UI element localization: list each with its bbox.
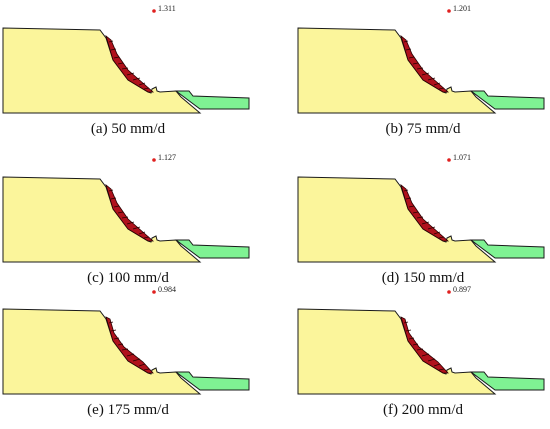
critical-center-d xyxy=(447,158,451,162)
slope-soil-f xyxy=(297,308,497,395)
slice-line-e-2 xyxy=(113,337,120,340)
slice-line-a-4 xyxy=(121,67,129,70)
toe-soil-b xyxy=(469,90,545,110)
slice-line-f-5 xyxy=(421,353,430,357)
slice-line-c-4 xyxy=(121,216,129,219)
slice-line-d-7 xyxy=(433,231,441,235)
slice-line-a-5 xyxy=(126,72,135,76)
panel-caption-f: (f) 200 mm/d xyxy=(383,402,463,418)
slice-line-f-1 xyxy=(405,329,412,332)
fos-label-d: 1.071 xyxy=(453,153,471,162)
slice-line-b-3 xyxy=(412,62,419,65)
slice-line-e-0 xyxy=(108,321,114,324)
fos-label-c: 1.127 xyxy=(158,153,176,162)
slope-section-e: 0.984 xyxy=(2,285,250,395)
critical-center-b xyxy=(447,9,451,13)
slice-line-b-6 xyxy=(427,77,436,81)
slice-line-b-5 xyxy=(421,72,430,76)
slice-line-d-1 xyxy=(405,197,412,200)
fos-label-a: 1.311 xyxy=(158,4,176,13)
slice-line-d-0 xyxy=(403,189,409,192)
slice-line-b-2 xyxy=(408,56,415,59)
panel-d: 1.071 (d) 150 mm/d xyxy=(297,153,548,297)
slice-line-b-7 xyxy=(433,82,441,86)
slice-line-b-4 xyxy=(416,67,424,70)
slice-line-a-8 xyxy=(143,87,150,90)
slice-line-e-1 xyxy=(110,329,117,332)
slope-section-a: 1.311 xyxy=(2,4,250,114)
slice-line-c-0 xyxy=(108,189,114,192)
slice-line-f-4 xyxy=(416,348,424,351)
slice-line-a-3 xyxy=(117,62,124,65)
slice-line-c-1 xyxy=(110,197,117,200)
slice-line-c-5 xyxy=(126,221,135,225)
slice-line-c-8 xyxy=(143,236,150,239)
slope-soil-b xyxy=(297,27,497,114)
slope-soil-a xyxy=(2,27,202,114)
slice-line-b-8 xyxy=(438,87,445,90)
panel-caption-c: (c) 100 mm/d xyxy=(87,270,169,286)
slice-line-f-6 xyxy=(427,358,436,362)
slice-line-e-5 xyxy=(126,353,135,357)
slice-line-c-6 xyxy=(132,226,141,230)
slice-line-a-1 xyxy=(110,48,117,51)
critical-center-f xyxy=(447,290,451,294)
slice-line-e-7 xyxy=(138,363,146,367)
panel-c: 1.127 (c) 100 mm/d xyxy=(2,153,253,297)
slope-soil-e xyxy=(2,308,202,395)
toe-soil-a xyxy=(174,90,250,110)
slice-line-e-3 xyxy=(117,343,124,346)
slice-line-a-7 xyxy=(138,82,146,86)
slope-section-d: 1.071 xyxy=(297,153,545,263)
slope-section-b: 1.201 xyxy=(297,4,545,114)
panel-caption-d: (d) 150 mm/d xyxy=(381,270,465,286)
slice-line-f-3 xyxy=(412,343,419,346)
panel-b: 1.201 (b) 75 mm/d xyxy=(297,4,548,148)
slice-line-e-4 xyxy=(121,348,129,351)
fos-label-f: 0.897 xyxy=(453,285,471,294)
toe-soil-f xyxy=(469,371,545,391)
slice-line-b-0 xyxy=(403,40,409,43)
panel-f: 0.897 (f) 200 mm/d xyxy=(297,285,548,429)
toe-soil-e xyxy=(174,371,250,391)
slope-section-f: 0.897 xyxy=(297,285,545,395)
slice-line-d-2 xyxy=(408,205,415,208)
slice-line-f-8 xyxy=(438,368,445,371)
slice-line-f-2 xyxy=(408,337,415,340)
slice-line-a-2 xyxy=(113,56,120,59)
slice-line-d-3 xyxy=(412,211,419,214)
slope-soil-c xyxy=(2,176,202,263)
slice-line-d-6 xyxy=(427,226,436,230)
panel-e: 0.984 (e) 175 mm/d xyxy=(2,285,253,429)
slice-line-e-8 xyxy=(143,368,150,371)
slice-line-c-3 xyxy=(117,211,124,214)
panel-caption-b: (b) 75 mm/d xyxy=(385,121,461,137)
panel-a: 1.311 (a) 50 mm/d xyxy=(2,4,253,148)
critical-center-e xyxy=(152,290,156,294)
slice-line-d-4 xyxy=(416,216,424,219)
slice-line-c-2 xyxy=(113,205,120,208)
slice-line-a-6 xyxy=(132,77,141,81)
toe-soil-c xyxy=(174,239,250,259)
fos-label-e: 0.984 xyxy=(158,285,176,294)
slice-line-d-8 xyxy=(438,236,445,239)
panel-caption-e: (e) 175 mm/d xyxy=(87,402,169,418)
slice-line-f-0 xyxy=(403,321,409,324)
slice-line-c-7 xyxy=(138,231,146,235)
slice-line-d-5 xyxy=(421,221,430,225)
fos-label-b: 1.201 xyxy=(453,4,471,13)
toe-soil-d xyxy=(469,239,545,259)
slope-section-c: 1.127 xyxy=(2,153,250,263)
slope-soil-d xyxy=(297,176,497,263)
critical-center-a xyxy=(152,9,156,13)
slice-line-a-0 xyxy=(108,40,114,43)
panel-caption-a: (a) 50 mm/d xyxy=(90,121,166,137)
critical-center-c xyxy=(152,158,156,162)
slice-line-e-6 xyxy=(132,358,141,362)
slice-line-f-7 xyxy=(433,363,441,367)
slice-line-b-1 xyxy=(405,48,412,51)
